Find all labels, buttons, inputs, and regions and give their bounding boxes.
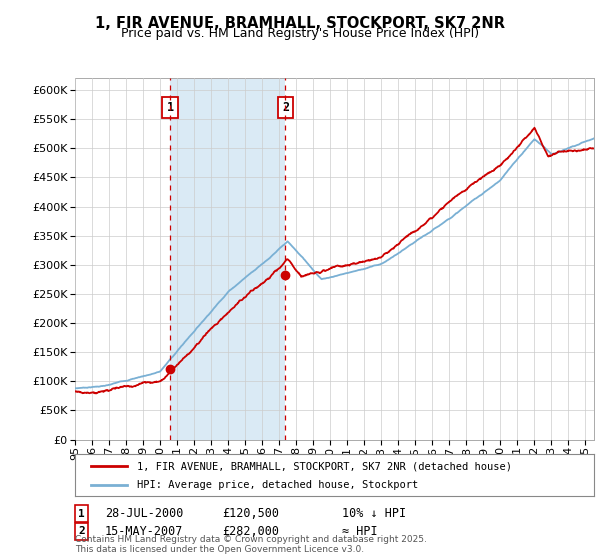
Text: 2: 2 [282,101,289,114]
Text: £282,000: £282,000 [222,525,279,538]
Text: Price paid vs. HM Land Registry's House Price Index (HPI): Price paid vs. HM Land Registry's House … [121,27,479,40]
Text: 1: 1 [166,101,173,114]
Text: 1, FIR AVENUE, BRAMHALL, STOCKPORT, SK7 2NR: 1, FIR AVENUE, BRAMHALL, STOCKPORT, SK7 … [95,16,505,31]
Text: HPI: Average price, detached house, Stockport: HPI: Average price, detached house, Stoc… [137,480,419,490]
Text: 28-JUL-2000: 28-JUL-2000 [105,507,184,520]
Text: 15-MAY-2007: 15-MAY-2007 [105,525,184,538]
Bar [170,78,286,440]
Text: 2: 2 [78,526,85,536]
Text: 1, FIR AVENUE, BRAMHALL, STOCKPORT, SK7 2NR (detached house): 1, FIR AVENUE, BRAMHALL, STOCKPORT, SK7 … [137,461,512,471]
Text: Contains HM Land Registry data © Crown copyright and database right 2025.
This d: Contains HM Land Registry data © Crown c… [75,535,427,554]
Text: £120,500: £120,500 [222,507,279,520]
Text: 1: 1 [78,508,85,519]
Text: 10% ↓ HPI: 10% ↓ HPI [342,507,406,520]
Text: ≈ HPI: ≈ HPI [342,525,377,538]
